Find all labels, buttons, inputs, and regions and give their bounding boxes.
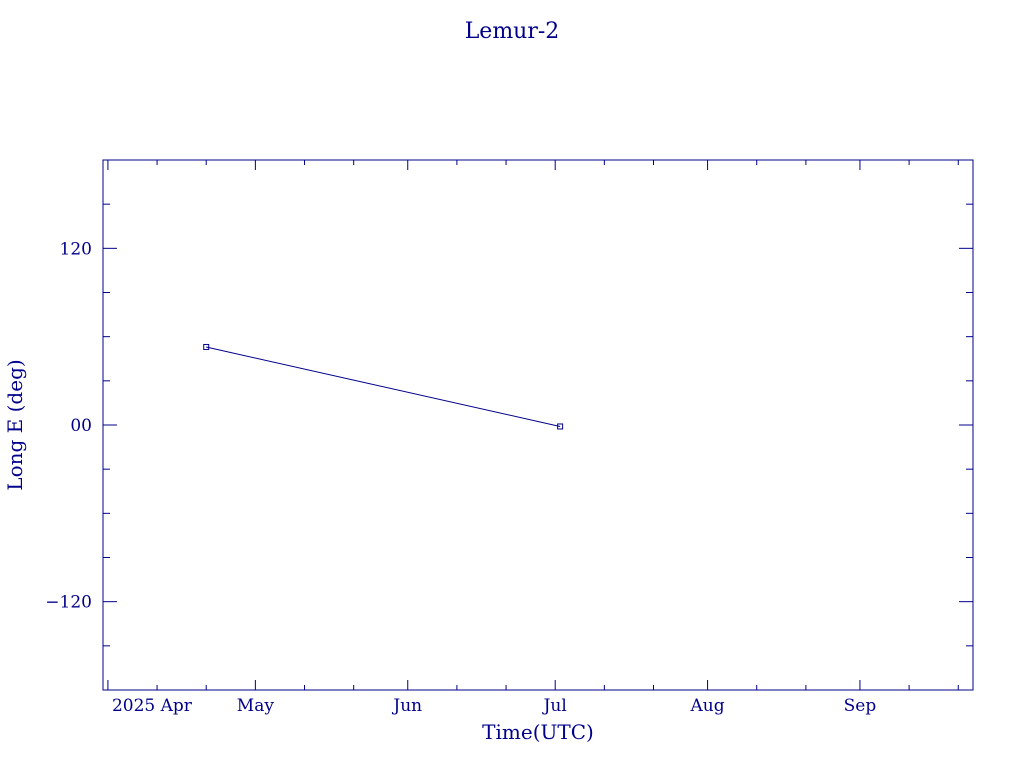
chart-title: Lemur-2	[465, 19, 560, 44]
series	[203, 343, 564, 430]
data-point	[557, 423, 564, 430]
x-tick-label: Jul	[542, 696, 567, 716]
y-tick-label: 00	[70, 416, 92, 436]
y-axis-ticks	[103, 203, 973, 647]
series-line	[206, 346, 561, 427]
x-tick-label: Jun	[391, 696, 422, 716]
plot-frame	[102, 159, 974, 691]
x-axis-ticks	[107, 160, 959, 690]
x-axis-tick-labels: 2025 Apr May Jun Jul Aug Sep	[112, 696, 876, 716]
x-tick-label: Aug	[690, 696, 725, 716]
y-axis-tick-labels: 120 00 −120	[45, 239, 92, 612]
data-point	[203, 343, 210, 350]
x-tick-label: 2025 Apr	[112, 696, 193, 716]
x-tick-label: May	[237, 696, 275, 716]
y-tick-label: 120	[60, 239, 92, 259]
y-tick-label: −120	[45, 593, 92, 613]
x-tick-label: Sep	[844, 696, 877, 716]
x-axis-label: Time(UTC)	[482, 720, 594, 744]
y-axis-label: Long E (deg)	[3, 359, 27, 490]
